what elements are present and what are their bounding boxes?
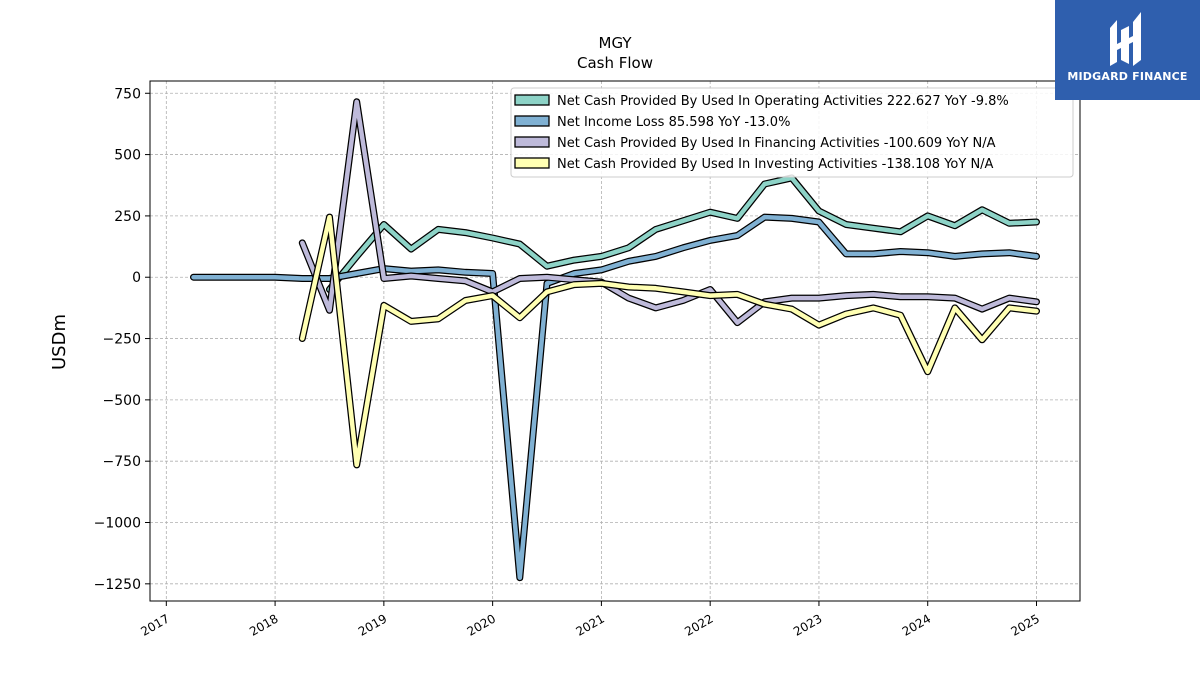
plot-frame <box>149 80 1081 602</box>
series-2-line <box>300 99 1039 325</box>
x-tick-label: 2020 <box>465 611 498 638</box>
y-tick-label: −750 <box>103 454 141 470</box>
x-tick-label: 2024 <box>900 611 933 638</box>
series-3-line <box>300 214 1039 468</box>
x-tick-label: 2023 <box>791 611 824 638</box>
series-lines <box>190 98 1040 582</box>
legend-entry-label: Net Cash Provided By Used In Investing A… <box>557 157 994 172</box>
x-tick-label: 2025 <box>1009 611 1042 638</box>
legend-swatch <box>514 115 550 127</box>
brand-logo: MIDGARD FINANCE <box>1055 0 1200 100</box>
x-tick-label: 2018 <box>247 611 280 638</box>
series-0-line <box>327 175 1039 292</box>
y-tick-label: 0 <box>132 270 141 286</box>
legend: Net Cash Provided By Used In Operating A… <box>510 87 1074 178</box>
y-tick-label: −500 <box>103 393 141 409</box>
legend-box <box>510 87 1074 178</box>
y-tick-label: −1000 <box>94 516 141 532</box>
x-axis: 2017 2018 2019 2020 2021 2022 2023 2024 2025 <box>138 601 1042 639</box>
y-tick-label: 500 <box>114 148 141 164</box>
legend-swatch <box>514 136 550 148</box>
y-axis: 750 500 250 0 −250 −500 −750 −1000 −1250 <box>94 86 150 593</box>
x-tick-label: 2017 <box>138 611 171 638</box>
legend-entry-label: Net Income Loss 85.598 YoY -13.0% <box>557 115 790 130</box>
y-tick-label: −250 <box>103 332 141 348</box>
legend-swatch <box>514 157 550 169</box>
brand-logo-text: MIDGARD FINANCE <box>1067 70 1188 83</box>
chart-title: MGY <box>599 34 633 52</box>
chart-subtitle: Cash Flow <box>577 54 653 72</box>
legend-entry-label: Net Cash Provided By Used In Financing A… <box>557 136 996 151</box>
x-tick-label: 2021 <box>573 611 606 638</box>
y-tick-label: 750 <box>114 86 141 102</box>
x-tick-label: 2022 <box>682 611 715 638</box>
y-axis-label: USDm <box>49 314 70 370</box>
x-tick-label: 2019 <box>356 611 389 638</box>
y-tick-label: 250 <box>114 209 141 225</box>
legend-swatch <box>514 94 550 106</box>
y-tick-label: −1250 <box>94 577 141 593</box>
legend-entry-label: Net Cash Provided By Used In Operating A… <box>557 94 1009 109</box>
midgard-logo-icon <box>1110 12 1141 66</box>
